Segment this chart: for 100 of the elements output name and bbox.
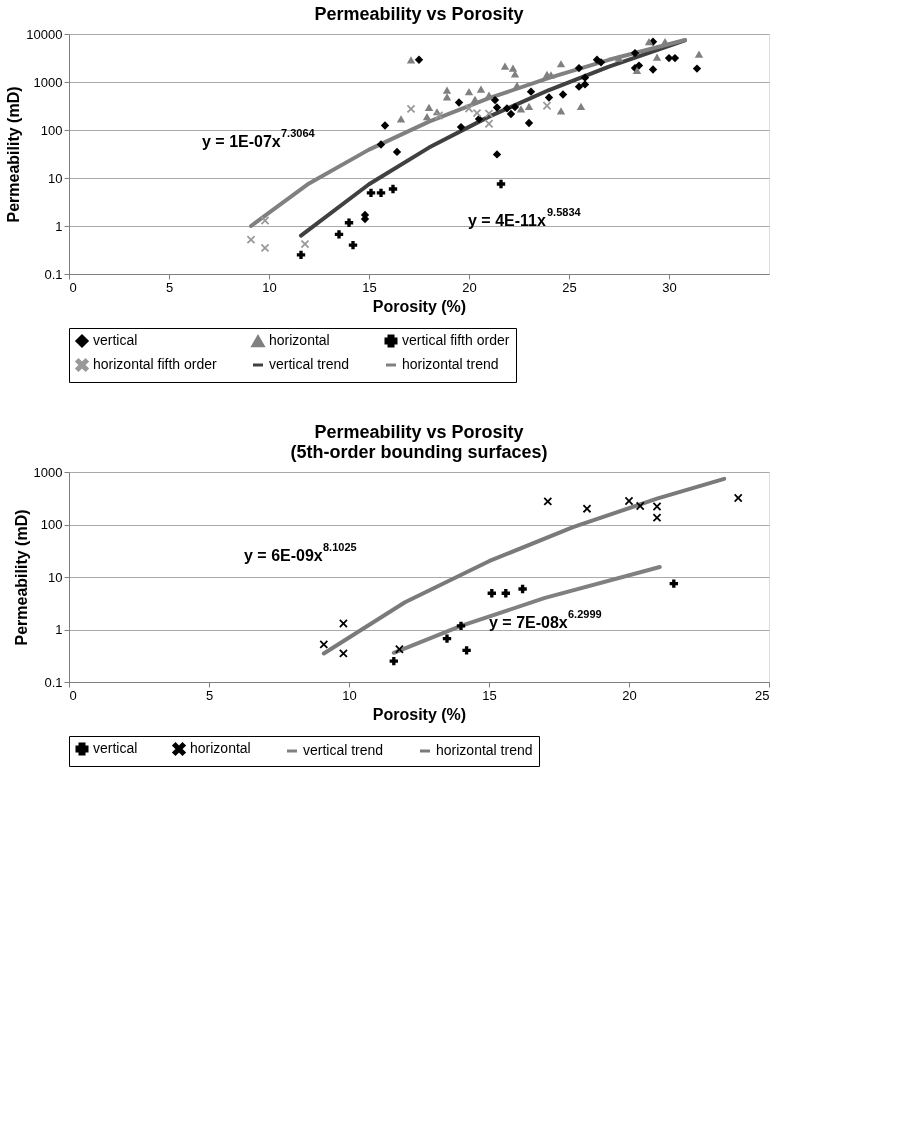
point [580, 73, 590, 82]
legend-label: vertical trend [303, 742, 384, 758]
point [558, 90, 568, 99]
point [334, 230, 344, 239]
point [634, 61, 644, 70]
point [319, 640, 328, 649]
point [508, 64, 518, 72]
point [526, 87, 536, 96]
point [734, 493, 743, 503]
point [376, 188, 386, 198]
y-tick-label: 10 [48, 170, 63, 186]
point [502, 104, 512, 113]
y-tick-label: 1000 [33, 74, 63, 90]
point [260, 243, 270, 253]
x-tick-label: 5 [205, 687, 214, 703]
point [506, 109, 516, 119]
point [476, 85, 486, 93]
legend-label: vertical [93, 332, 138, 348]
point [456, 122, 466, 132]
point [392, 147, 402, 157]
point [456, 621, 466, 631]
y-tick-label: 10000 [26, 26, 63, 42]
point [669, 579, 678, 588]
y-tick-label: 100 [40, 517, 63, 532]
point [492, 103, 502, 112]
point [376, 140, 386, 149]
x-tick-label: 15 [362, 279, 377, 295]
point [414, 55, 424, 64]
x-axis-title: Porosity (%) [372, 297, 467, 315]
point [380, 121, 390, 130]
point [464, 88, 474, 96]
x-tick-label: 0 [69, 687, 77, 703]
y-tick-label: 1 [55, 218, 63, 234]
point [406, 104, 416, 114]
point [518, 584, 527, 594]
point [454, 98, 464, 107]
y-tick-label: 1000 [33, 464, 63, 480]
point [406, 56, 416, 64]
point [366, 188, 376, 198]
y-axis-title: Permeability (mD) [12, 509, 30, 646]
x-tick-label: 25 [755, 687, 770, 703]
point [389, 656, 398, 666]
point [442, 86, 452, 94]
point [490, 95, 500, 105]
y-tick-label: 0.1 [44, 266, 63, 282]
y-tick-label: 0.1 [44, 674, 63, 690]
point [422, 113, 432, 121]
point [524, 118, 534, 128]
point [574, 82, 584, 91]
x-axis-title: Porosity (%) [372, 705, 467, 723]
point [300, 239, 310, 249]
x-tick-label: 20 [462, 279, 477, 295]
legend-label: vertical trend [269, 356, 350, 372]
point [474, 114, 484, 124]
point [636, 501, 645, 511]
point [580, 80, 590, 89]
x-tick-label: 20 [622, 687, 637, 703]
y-tick-label: 1 [55, 622, 63, 637]
point [500, 62, 510, 70]
y-axis-title: Permeability (mD) [5, 86, 23, 223]
x-tick-label: 5 [165, 279, 174, 295]
point [556, 60, 566, 68]
legend-label: horizontal [269, 332, 330, 349]
x-tick-label: 0 [69, 279, 77, 295]
point [348, 240, 358, 250]
point [596, 58, 606, 67]
point [614, 54, 624, 62]
legend-label: horizontal trend [436, 742, 533, 758]
y-tick-label: 100 [40, 122, 63, 138]
point [339, 649, 348, 658]
chart-title: Permeability vs Porosity [314, 4, 524, 24]
chart-title: Permeability vs Porosity (5th-order bounding surfaces) [290, 422, 548, 462]
legend-label: vertical [93, 740, 138, 756]
point [544, 93, 554, 102]
point [484, 91, 494, 99]
point [424, 103, 434, 112]
point [462, 646, 471, 655]
x-tick-label: 10 [342, 687, 357, 703]
point [472, 108, 482, 118]
point [543, 497, 552, 506]
point [648, 65, 658, 74]
point [624, 496, 634, 506]
point [576, 102, 586, 111]
legend-label: horizontal [190, 740, 251, 756]
point [692, 64, 702, 73]
point [524, 102, 534, 111]
legend-label: horizontal trend [402, 356, 499, 372]
point [644, 38, 654, 46]
point [556, 107, 566, 115]
point [574, 63, 584, 73]
point [492, 150, 502, 159]
point [395, 645, 404, 654]
x-tick-label: 30 [662, 279, 677, 295]
point [510, 102, 520, 112]
point [388, 184, 398, 194]
legend-label: horizontal fifth order [93, 356, 218, 372]
point [339, 619, 348, 628]
y-tick-label: 10 [48, 569, 63, 585]
line-series [391, 565, 662, 655]
point [344, 218, 354, 227]
